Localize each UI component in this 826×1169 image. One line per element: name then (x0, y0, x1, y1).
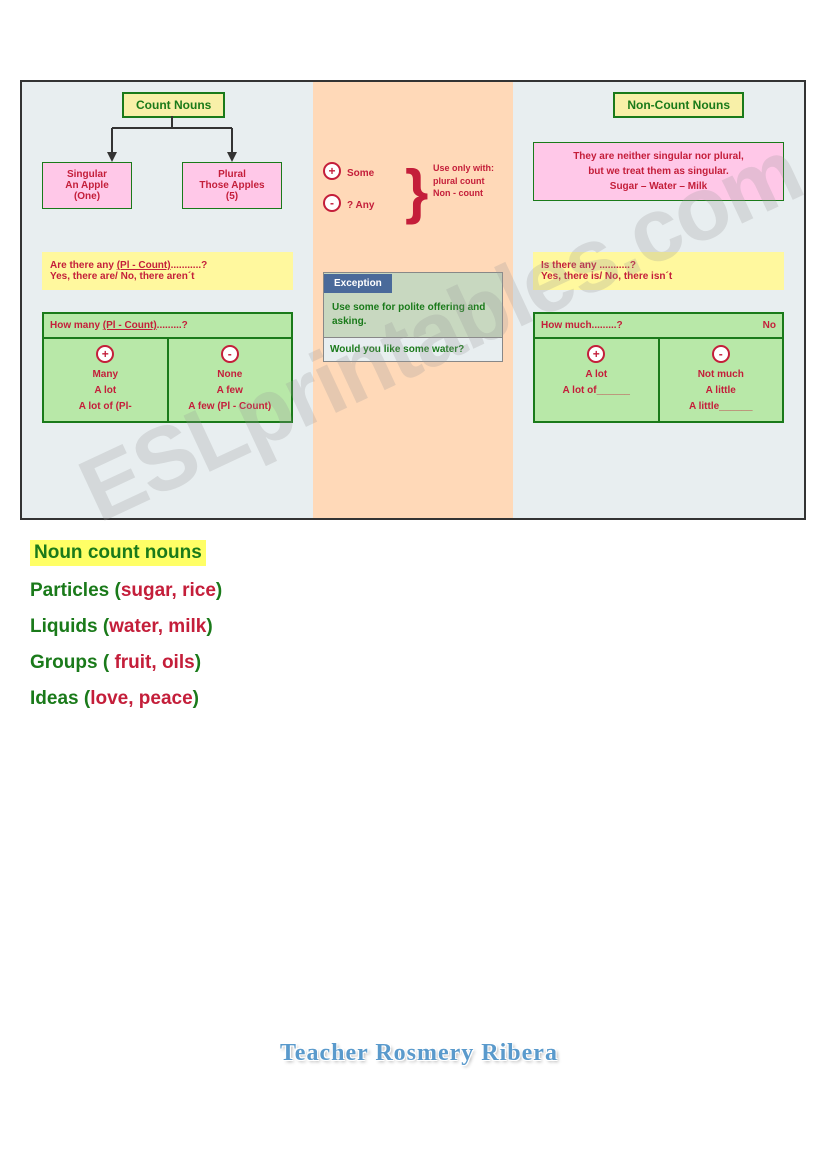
categories-section: Noun count nouns Particles (sugar, rice)… (30, 540, 796, 710)
eb-b: some (353, 302, 379, 313)
cat-close: ) (216, 580, 222, 601)
cat-close: ) (193, 688, 199, 709)
ncn-l2: A little (706, 385, 736, 396)
cat-examples: love, peace (90, 688, 192, 709)
category-row: Particles (sugar, rice) (30, 580, 796, 602)
category-row: Liquids (water, milk) (30, 616, 796, 638)
cat-examples: sugar, rice (121, 580, 216, 601)
q-text-c: ...........? (171, 260, 208, 271)
q-text-b: (Pl - Count) (117, 260, 171, 271)
ncn-l1: Not much (698, 369, 744, 380)
category-row: Ideas (love, peace) (30, 688, 796, 710)
count-table-body: + Many A lot A lot of (Pl- - None A few … (44, 339, 291, 421)
nc-l3: Sugar – Water – Milk (540, 179, 777, 194)
exception-body: Use some for polite offering and asking. (324, 293, 502, 337)
noncount-title: Non-Count Nouns (613, 92, 744, 118)
noncount-negative-cell: - Not much A little A little______ (660, 339, 783, 421)
some-label: Some (347, 168, 374, 179)
nch-r: No (763, 320, 776, 331)
plus-icon: + (323, 162, 341, 180)
cat-close: ) (206, 616, 212, 637)
cat-label: Particles ( (30, 580, 121, 601)
cat-close: ) (195, 652, 201, 673)
neg-l2: A few (217, 385, 243, 396)
minus-icon: - (221, 345, 239, 363)
h-a: How many (50, 320, 103, 331)
count-positive-cell: + Many A lot A lot of (Pl- (44, 339, 169, 421)
some-any-list: + Some - ? Any (323, 162, 374, 226)
noncount-table-body: + A lot A lot of______ - Not much A litt… (535, 339, 782, 421)
cat-label: Ideas ( (30, 688, 90, 709)
pos-l1: Many (92, 369, 118, 380)
any-row: - ? Any (323, 194, 374, 216)
plural-label: Plural (189, 169, 275, 180)
noncount-explain-box: They are neither singular nor plural, bu… (533, 142, 784, 201)
ncp-l2: A lot of______ (563, 385, 630, 396)
pos-l3: A lot of (Pl- (79, 401, 132, 412)
count-nouns-column: Count Nouns Singular An Apple (One) Plur… (22, 82, 313, 518)
some-row: + Some (323, 162, 374, 184)
exception-example: Would you like some water? (324, 337, 502, 361)
count-quantity-table: How many (Pl - Count).........? + Many A… (42, 312, 293, 423)
cat-examples: fruit, oils (114, 652, 194, 673)
use-note: Use only with: plural count Non - count (433, 162, 503, 200)
noncount-table-header: How much.........? No (535, 314, 782, 339)
plural-count: (5) (189, 191, 275, 202)
count-title: Count Nouns (122, 92, 225, 118)
plural-example: Those Apples (189, 180, 275, 191)
plus-icon: + (96, 345, 114, 363)
minus-icon: - (712, 345, 730, 363)
singular-box: Singular An Apple (One) (42, 162, 132, 209)
some-any-column: + Some - ? Any } Use only with: plural c… (313, 82, 513, 518)
cat-examples: water, milk (109, 616, 206, 637)
count-question-box: Are there any (Pl - Count)...........? Y… (42, 252, 293, 290)
count-negative-cell: - None A few A few (Pl - Count) (169, 339, 292, 421)
q-answer: Yes, there are/ No, there aren´t (50, 271, 195, 282)
pos-l2: A lot (94, 385, 116, 396)
nc-l2: but we treat them as singular. (540, 164, 777, 179)
exception-box: Exception Use some for polite offering a… (323, 272, 503, 362)
singular-count: (One) (49, 191, 125, 202)
minus-icon: - (323, 194, 341, 212)
h-b: (Pl - Count) (103, 320, 157, 331)
noncount-question-box: Is there any ...........? Yes, there is/… (533, 252, 784, 290)
cat-label: Liquids ( (30, 616, 109, 637)
plural-box: Plural Those Apples (5) (182, 162, 282, 209)
noncount-positive-cell: + A lot A lot of______ (535, 339, 660, 421)
any-label: ? Any (347, 200, 374, 211)
brace-icon: } (405, 157, 428, 226)
ncn-l3: A little______ (689, 401, 753, 412)
cat-label: Groups ( (30, 652, 114, 673)
ncq-l2: Yes, there is/ No, there isn´t (541, 271, 776, 282)
exception-label: Exception (324, 274, 392, 293)
teacher-credit: Teacher Rosmery Ribera (280, 1040, 558, 1067)
branch-arrows-icon (92, 116, 252, 162)
ncp-l1: A lot (585, 369, 607, 380)
neg-l1: None (217, 369, 242, 380)
h-c: .........? (157, 320, 188, 331)
count-table-header: How many (Pl - Count).........? (44, 314, 291, 339)
category-row: Groups ( fruit, oils) (30, 652, 796, 674)
noncount-column: Non-Count Nouns They are neither singula… (513, 82, 804, 518)
q-text-a: Are there any (50, 260, 117, 271)
categories-list: Particles (sugar, rice)Liquids (water, m… (30, 580, 796, 710)
noncount-quantity-table: How much.........? No + A lot A lot of__… (533, 312, 784, 423)
singular-label: Singular (49, 169, 125, 180)
plus-icon: + (587, 345, 605, 363)
neg-l3: A few (Pl - Count) (188, 401, 271, 412)
ncq-l1: Is there any ...........? (541, 260, 776, 271)
eb-a: Use (332, 302, 353, 313)
singular-example: An Apple (49, 180, 125, 191)
nch-l: How much.........? (541, 320, 623, 331)
nc-l1: They are neither singular nor plural, (540, 149, 777, 164)
categories-title: Noun count nouns (30, 540, 206, 566)
main-diagram: Count Nouns Singular An Apple (One) Plur… (20, 80, 806, 520)
